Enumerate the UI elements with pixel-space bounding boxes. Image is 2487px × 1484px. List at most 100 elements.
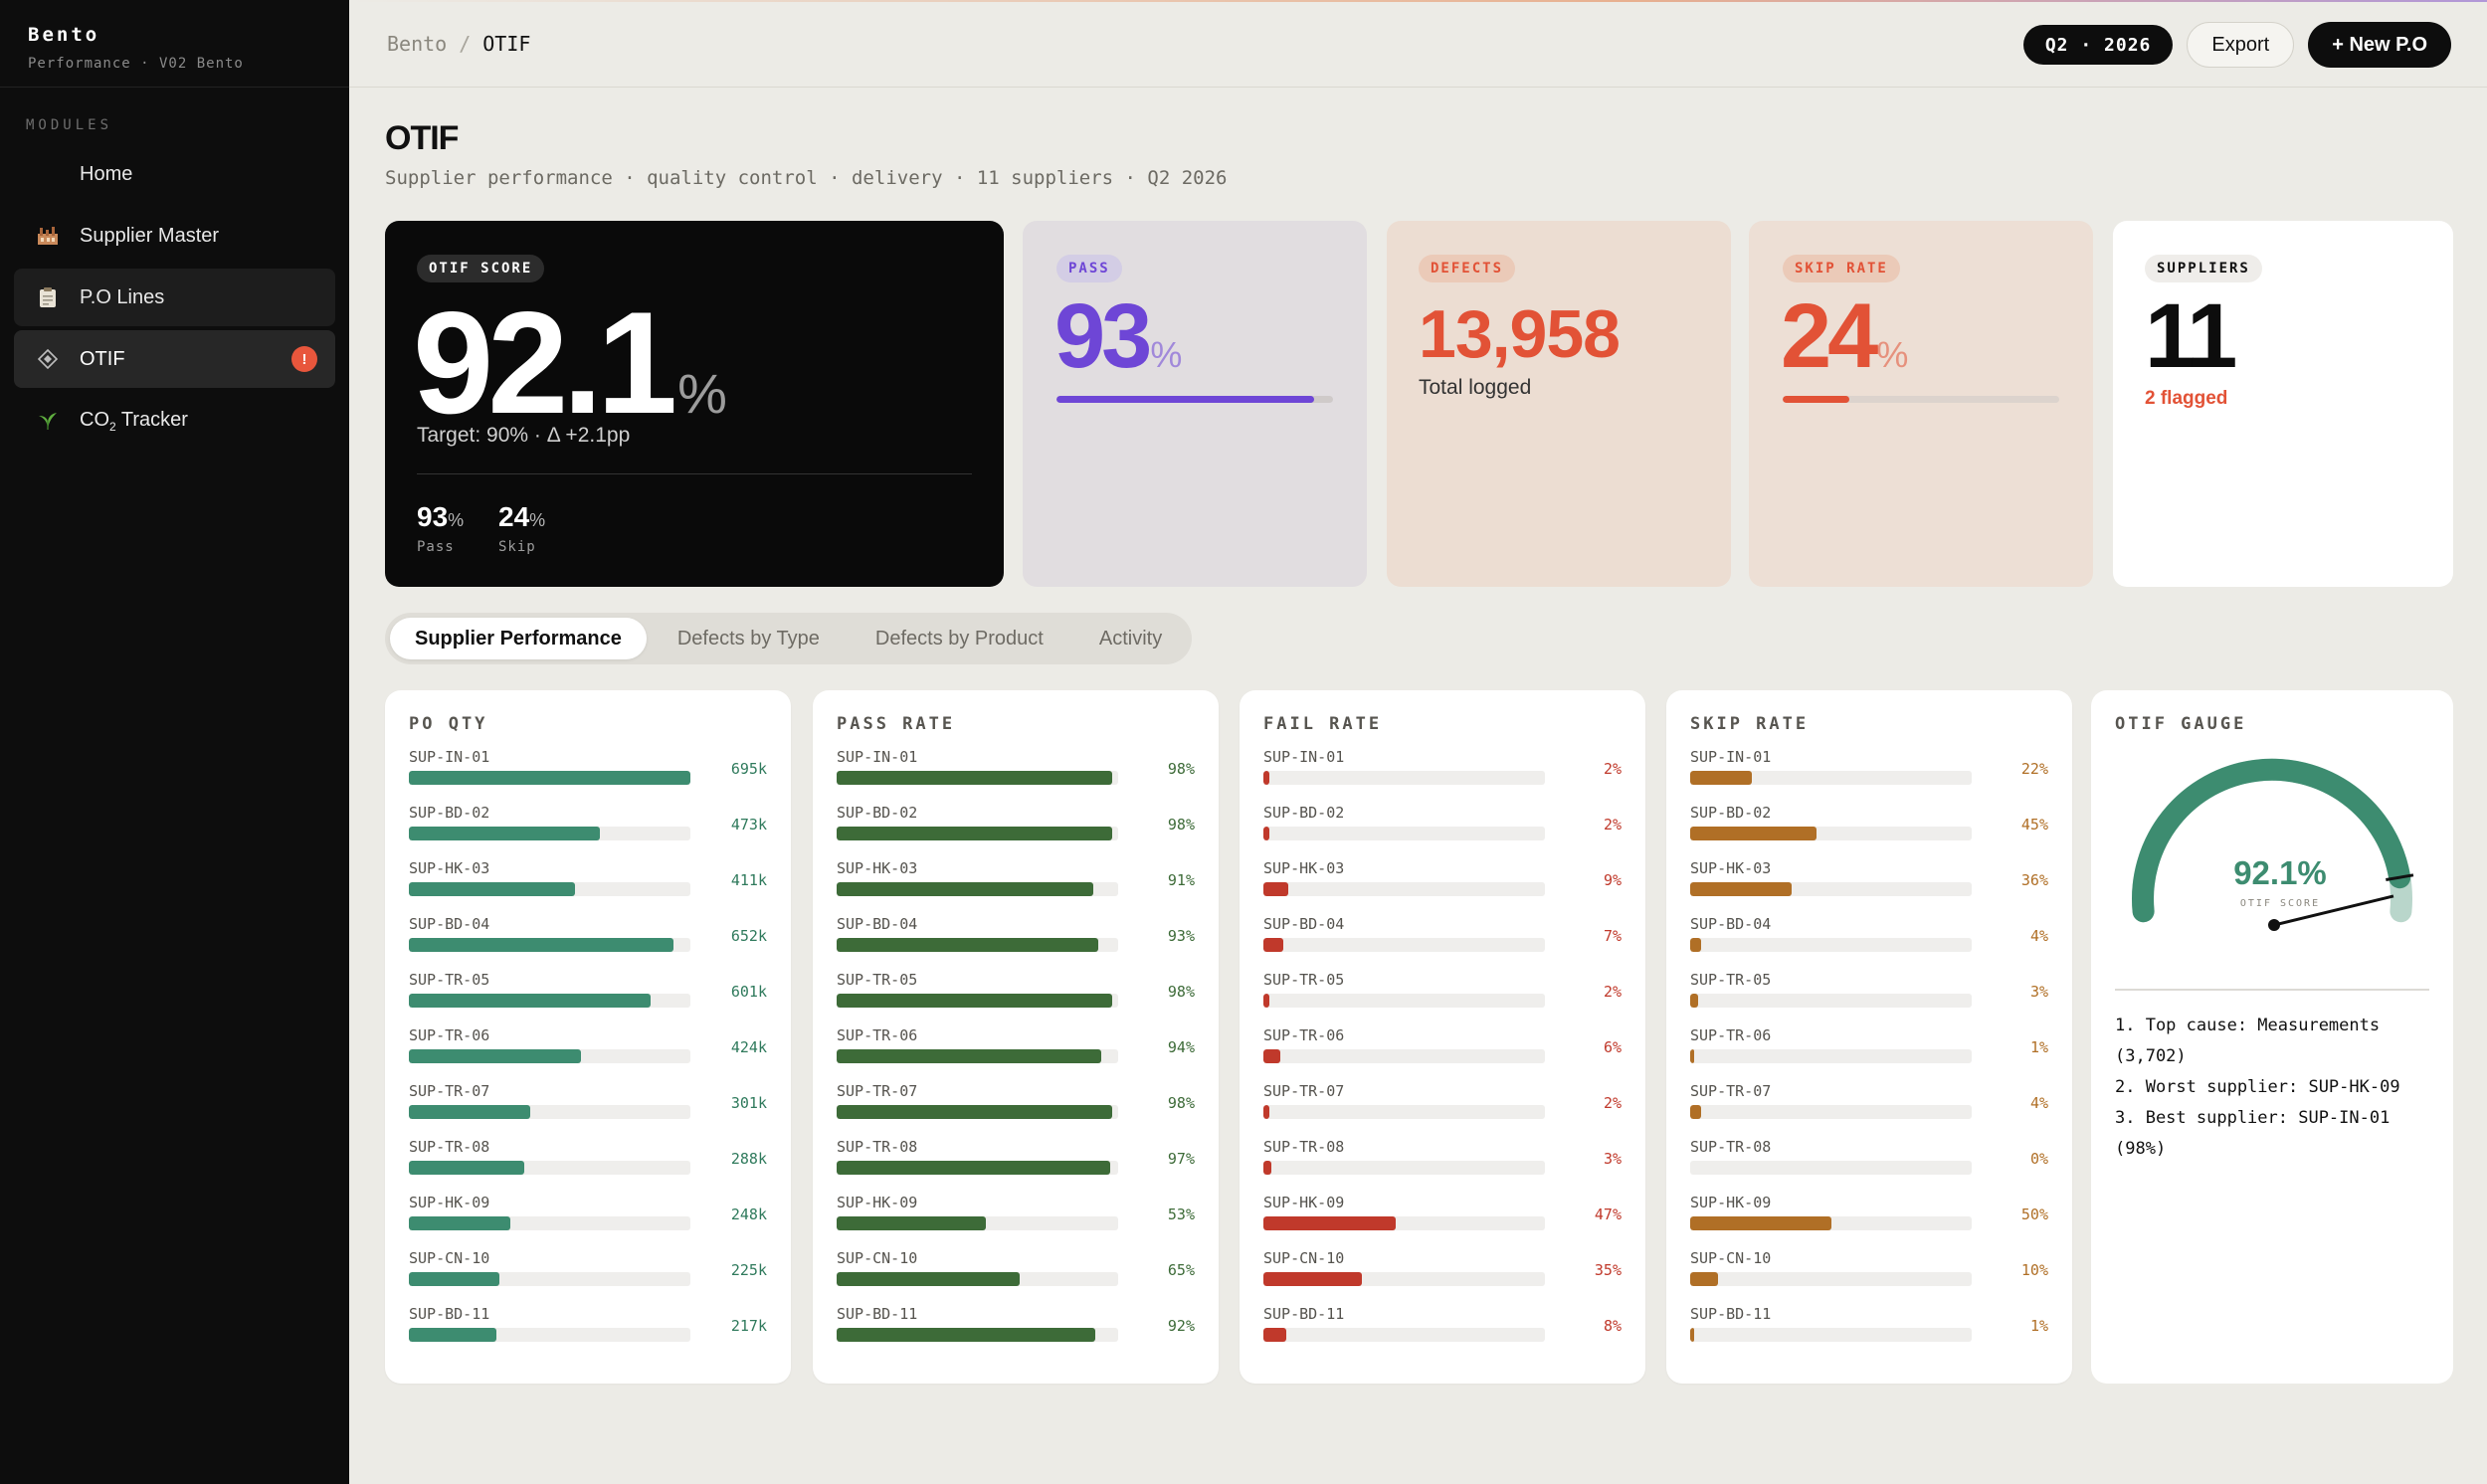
supplier-code: SUP-TR-07 — [1263, 1082, 1345, 1100]
bar-value: 98% — [1167, 1094, 1195, 1112]
sidebar-item-supplier-master[interactable]: Supplier Master — [14, 207, 335, 265]
bar-fill — [1690, 1272, 1719, 1286]
panel-title: PO QTY — [409, 714, 488, 734]
bar-row[interactable]: SUP-HK-03 411k — [409, 859, 767, 915]
bar-fill — [1263, 1272, 1363, 1286]
bar-value: 3% — [1603, 1150, 1622, 1168]
bar-row[interactable]: SUP-TR-05 2% — [1263, 971, 1622, 1026]
panel-title: FAIL RATE — [1263, 714, 1383, 734]
bar-value: 601k — [730, 983, 767, 1001]
tab-activity[interactable]: Activity — [1098, 627, 1163, 649]
supplier-code: SUP-HK-03 — [837, 859, 918, 877]
bar-row[interactable]: SUP-BD-04 7% — [1263, 915, 1622, 971]
factory-icon — [36, 224, 60, 248]
bar-row[interactable]: SUP-TR-07 4% — [1690, 1082, 2048, 1138]
bar-row[interactable]: SUP-TR-05 601k — [409, 971, 767, 1026]
bar-row[interactable]: SUP-IN-01 695k — [409, 748, 767, 804]
bar-track — [1263, 827, 1545, 840]
bar-row[interactable]: SUP-HK-03 9% — [1263, 859, 1622, 915]
bar-row[interactable]: SUP-BD-02 98% — [837, 804, 1195, 859]
bar-row[interactable]: SUP-BD-11 92% — [837, 1305, 1195, 1361]
bar-track — [837, 771, 1118, 785]
bar-row[interactable]: SUP-BD-02 45% — [1690, 804, 2048, 859]
bar-row[interactable]: SUP-TR-06 1% — [1690, 1026, 2048, 1082]
bar-row[interactable]: SUP-TR-06 6% — [1263, 1026, 1622, 1082]
bar-row[interactable]: SUP-HK-09 248k — [409, 1194, 767, 1249]
bar-row[interactable]: SUP-TR-06 424k — [409, 1026, 767, 1082]
bar-row[interactable]: SUP-HK-09 53% — [837, 1194, 1195, 1249]
bar-track — [1263, 1328, 1545, 1342]
bar-value: 2% — [1603, 816, 1622, 834]
bar-row[interactable]: SUP-BD-11 1% — [1690, 1305, 2048, 1361]
sidebar-item-co2-tracker[interactable]: CO2 Tracker — [14, 392, 335, 450]
sidebar-item-po-lines[interactable]: P.O Lines — [14, 269, 335, 326]
new-po-button[interactable]: + New P.O — [2308, 22, 2451, 68]
supplier-code: SUP-BD-02 — [1263, 804, 1345, 822]
bar-row[interactable]: SUP-IN-01 22% — [1690, 748, 2048, 804]
bar-fill — [1263, 1049, 1280, 1063]
bar-row[interactable]: SUP-BD-02 2% — [1263, 804, 1622, 859]
supplier-code: SUP-BD-11 — [409, 1305, 490, 1323]
bar-row[interactable]: SUP-TR-05 98% — [837, 971, 1195, 1026]
bar-value: 98% — [1167, 816, 1195, 834]
bar-row[interactable]: SUP-HK-09 47% — [1263, 1194, 1622, 1249]
bar-value: 473k — [730, 816, 767, 834]
bar-row[interactable]: SUP-IN-01 98% — [837, 748, 1195, 804]
supplier-code: SUP-TR-07 — [1690, 1082, 1772, 1100]
bar-value: 9% — [1603, 871, 1622, 889]
bar-row[interactable]: SUP-TR-05 3% — [1690, 971, 2048, 1026]
bar-row[interactable]: SUP-HK-03 91% — [837, 859, 1195, 915]
insights-list: 1. Top cause: Measurements (3,702) 2. Wo… — [2115, 1011, 2433, 1165]
bar-row[interactable]: SUP-TR-07 98% — [837, 1082, 1195, 1138]
bar-row[interactable]: SUP-TR-08 0% — [1690, 1138, 2048, 1194]
bar-row[interactable]: SUP-CN-10 35% — [1263, 1249, 1622, 1305]
supplier-code: SUP-HK-03 — [409, 859, 490, 877]
tab-defects-by-type[interactable]: Defects by Type — [676, 627, 820, 649]
tab-defects-by-product[interactable]: Defects by Product — [874, 627, 1044, 649]
bar-row[interactable]: SUP-CN-10 225k — [409, 1249, 767, 1305]
period-selector[interactable]: Q2 · 2026 — [2022, 25, 2174, 65]
bar-row[interactable]: SUP-BD-02 473k — [409, 804, 767, 859]
bar-row[interactable]: SUP-BD-11 217k — [409, 1305, 767, 1361]
sidebar-item-label: Home — [80, 162, 133, 185]
bar-row[interactable]: SUP-IN-01 2% — [1263, 748, 1622, 804]
bar-row[interactable]: SUP-BD-04 4% — [1690, 915, 2048, 971]
bar-row[interactable]: SUP-TR-08 97% — [837, 1138, 1195, 1194]
supplier-code: SUP-TR-08 — [837, 1138, 918, 1156]
sidebar-item-home[interactable]: Home — [14, 145, 335, 203]
gauge-needle — [2273, 894, 2394, 927]
bar-row[interactable]: SUP-HK-03 36% — [1690, 859, 2048, 915]
defects-tag: DEFECTS — [1419, 255, 1516, 282]
bar-row[interactable]: SUP-BD-04 652k — [409, 915, 767, 971]
bar-row[interactable]: SUP-CN-10 10% — [1690, 1249, 2048, 1305]
bar-fill — [1263, 1216, 1396, 1230]
bar-value: 10% — [2020, 1261, 2048, 1279]
bar-value: 98% — [1167, 983, 1195, 1001]
pass-mini-stat: 93% Pass — [417, 501, 465, 555]
skip-rate-card: SKIP RATE 24% — [1749, 221, 2093, 587]
bar-track — [409, 1328, 690, 1342]
defects-value: 13,958 — [1419, 296, 1621, 372]
bar-track — [1690, 771, 1972, 785]
bar-fill — [409, 882, 575, 896]
bar-row[interactable]: SUP-BD-04 93% — [837, 915, 1195, 971]
app-name: Bento — [28, 24, 100, 46]
supplier-code: SUP-CN-10 — [1690, 1249, 1772, 1267]
bar-row[interactable]: SUP-TR-08 3% — [1263, 1138, 1622, 1194]
bar-value: 2% — [1603, 983, 1622, 1001]
gauge-divider — [2115, 989, 2429, 991]
bar-row[interactable]: SUP-TR-07 2% — [1263, 1082, 1622, 1138]
bar-row[interactable]: SUP-TR-07 301k — [409, 1082, 767, 1138]
bar-row[interactable]: SUP-TR-06 94% — [837, 1026, 1195, 1082]
bar-value: 91% — [1167, 871, 1195, 889]
export-button[interactable]: Export — [2187, 22, 2295, 68]
bar-row[interactable]: SUP-CN-10 65% — [837, 1249, 1195, 1305]
bar-row[interactable]: SUP-TR-08 288k — [409, 1138, 767, 1194]
sidebar-item-otif[interactable]: OTIF ! — [14, 330, 335, 388]
tab-supplier-performance[interactable]: Supplier Performance — [390, 618, 647, 659]
supplier-code: SUP-BD-04 — [837, 915, 918, 933]
breadcrumb-root[interactable]: Bento — [387, 32, 448, 56]
bar-row[interactable]: SUP-HK-09 50% — [1690, 1194, 2048, 1249]
brand[interactable]: Bento Performance · V02 Bento — [0, 0, 349, 88]
bar-row[interactable]: SUP-BD-11 8% — [1263, 1305, 1622, 1361]
